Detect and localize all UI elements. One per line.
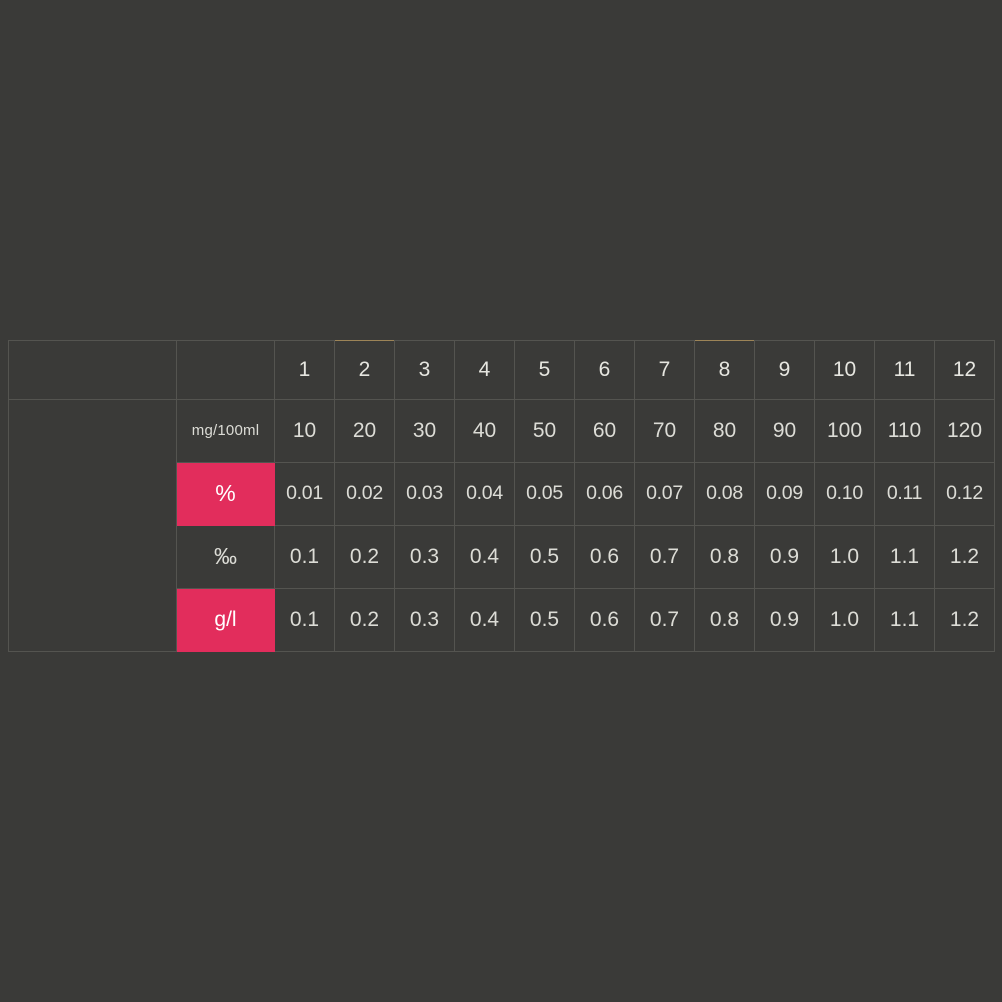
value-cell[interactable]: 0.02 xyxy=(334,462,395,526)
value-cell[interactable]: 10 xyxy=(274,399,335,463)
value-cell[interactable]: 0.2 xyxy=(334,525,395,589)
value-cell[interactable]: 120 xyxy=(934,399,995,463)
column-index-header-9[interactable]: 9 xyxy=(754,340,815,400)
value-cell[interactable]: 0.2 xyxy=(334,588,395,652)
column-index-header-1[interactable]: 1 xyxy=(274,340,335,400)
table-row: mg/100ml 10 20 30 40 50 60 70 80 90 100 110 120 xyxy=(8,399,995,652)
value-cell[interactable]: 0.06 xyxy=(574,462,635,526)
value-cell[interactable]: 0.1 xyxy=(274,525,335,589)
value-cell[interactable]: 0.7 xyxy=(634,588,695,652)
value-cell[interactable]: 0.4 xyxy=(454,525,515,589)
value-cell[interactable]: 80 xyxy=(694,399,755,463)
value-cell[interactable]: 1.1 xyxy=(874,525,935,589)
value-cell[interactable]: 0.3 xyxy=(394,588,455,652)
value-cell[interactable]: 0.11 xyxy=(874,462,935,526)
value-cell[interactable]: 110 xyxy=(874,399,935,463)
value-cell[interactable]: 40 xyxy=(454,399,515,463)
column-index-header-11[interactable]: 11 xyxy=(874,340,935,400)
value-cell[interactable]: 0.01 xyxy=(274,462,335,526)
value-cell[interactable]: 20 xyxy=(334,399,395,463)
value-cell[interactable]: 0.3 xyxy=(394,525,455,589)
value-cell[interactable]: 0.5 xyxy=(514,588,575,652)
column-index-header-5[interactable]: 5 xyxy=(514,340,575,400)
unit-label-cell[interactable]: mg/100ml xyxy=(176,399,275,463)
column-index-header-6[interactable]: 6 xyxy=(574,340,635,400)
conversion-table: 1 2 3 4 5 6 7 8 9 10 11 12 mg/100ml 10 20 30 40 50 60 70 80 9… xyxy=(8,340,995,652)
conversion-table-container: 1 2 3 4 5 6 7 8 9 10 11 12 mg/100ml 10 20 30 40 50 60 70 80 9… xyxy=(8,340,995,652)
value-cell[interactable]: 60 xyxy=(574,399,635,463)
column-index-header-8[interactable]: 8 xyxy=(694,340,755,400)
value-cell[interactable]: 100 xyxy=(814,399,875,463)
value-cell[interactable]: 1.2 xyxy=(934,588,995,652)
value-cell[interactable]: 0.12 xyxy=(934,462,995,526)
value-cell[interactable]: 1.0 xyxy=(814,588,875,652)
value-cell[interactable]: 0.9 xyxy=(754,525,815,589)
value-cell[interactable]: 0.10 xyxy=(814,462,875,526)
value-cell[interactable]: 0.4 xyxy=(454,588,515,652)
value-cell[interactable]: 0.1 xyxy=(274,588,335,652)
value-cell[interactable]: 0.8 xyxy=(694,588,755,652)
value-cell[interactable]: 0.8 xyxy=(694,525,755,589)
value-cell[interactable]: 0.6 xyxy=(574,588,635,652)
column-index-header-2[interactable]: 2 xyxy=(334,340,395,400)
value-cell[interactable]: 0.05 xyxy=(514,462,575,526)
unit-label-cell[interactable]: g/l xyxy=(176,588,275,652)
column-index-header-7[interactable]: 7 xyxy=(634,340,695,400)
value-cell[interactable]: 0.04 xyxy=(454,462,515,526)
value-cell[interactable]: 90 xyxy=(754,399,815,463)
column-index-header-3[interactable]: 3 xyxy=(394,340,455,400)
value-cell[interactable]: 0.03 xyxy=(394,462,455,526)
value-cell[interactable]: 0.9 xyxy=(754,588,815,652)
value-cell[interactable]: 0.5 xyxy=(514,525,575,589)
value-cell[interactable]: 70 xyxy=(634,399,695,463)
unit-label-cell[interactable]: % xyxy=(176,462,275,526)
column-index-header-10[interactable]: 10 xyxy=(814,340,875,400)
value-cell[interactable]: 0.07 xyxy=(634,462,695,526)
unit-label-cell[interactable]: ‰ xyxy=(176,525,275,589)
column-index-header-12[interactable]: 12 xyxy=(934,340,995,400)
header-corner-cell xyxy=(8,340,177,400)
value-cell[interactable]: 0.7 xyxy=(634,525,695,589)
table-row: g/l 0.1 0.2 0.3 0.4 0.5 0.6 0.7 0.8 0.9 1.0 1.1 1.2 xyxy=(9,588,995,652)
value-cell[interactable]: 0.6 xyxy=(574,525,635,589)
table-row: % 0.01 0.02 0.03 0.04 0.05 0.06 0.07 0.08 0.09 0.1… xyxy=(9,462,995,526)
value-cell[interactable]: 0.09 xyxy=(754,462,815,526)
column-index-header-4[interactable]: 4 xyxy=(454,340,515,400)
table-header-row: 1 2 3 4 5 6 7 8 9 10 11 12 xyxy=(8,340,995,400)
header-unit-cell xyxy=(176,340,275,400)
value-cell[interactable]: 0.08 xyxy=(694,462,755,526)
value-cell[interactable]: 1.0 xyxy=(814,525,875,589)
value-cell[interactable]: 30 xyxy=(394,399,455,463)
value-cell[interactable]: 50 xyxy=(514,399,575,463)
table-row: ‰ 0.1 0.2 0.3 0.4 0.5 0.6 0.7 0.8 0.9 1.0 1.1 1.2 xyxy=(9,525,995,589)
value-cell[interactable]: 1.2 xyxy=(934,525,995,589)
value-cell[interactable]: 1.1 xyxy=(874,588,935,652)
left-blank-merged-cell xyxy=(8,399,177,652)
